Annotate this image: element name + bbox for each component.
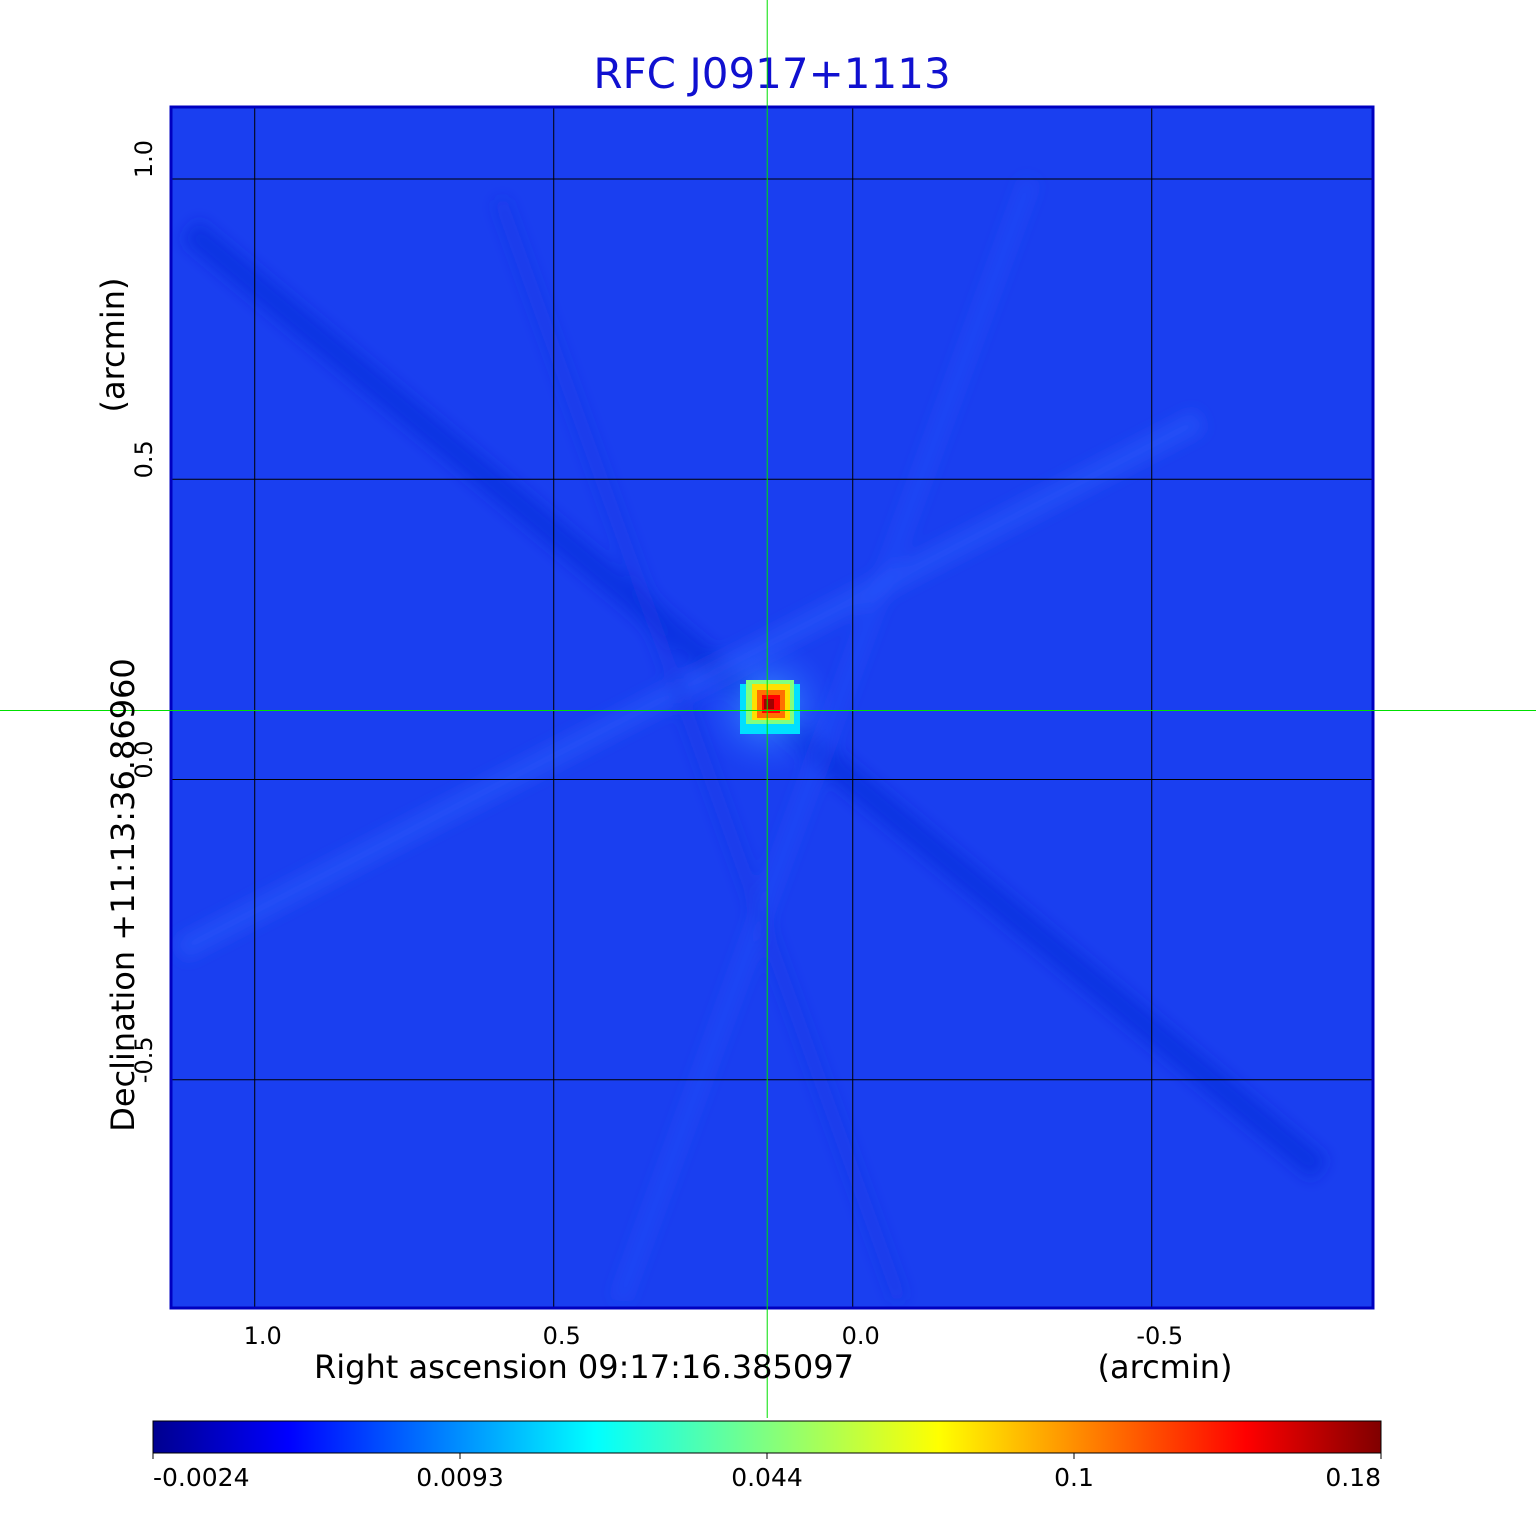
colorbar-ticks: -0.0024 0.0093 0.044 0.1 0.18 — [152, 1453, 1382, 1492]
colorbar-tick-label: 0.0093 — [416, 1463, 503, 1492]
y-tick-label: 1.0 — [130, 140, 158, 178]
x-tick-labels: 1.0 0.5 0.0 -0.5 — [244, 1322, 1184, 1350]
colorbar-gradient — [152, 1420, 1382, 1454]
grid-lines — [171, 107, 1373, 1308]
chart-title: RFC J0917+1113 — [593, 49, 950, 98]
y-axis-unit: (arcmin) — [94, 278, 132, 413]
x-tick-label: 0.0 — [842, 1322, 880, 1350]
colorbar-tick-label: 0.044 — [731, 1463, 803, 1492]
y-tick-label: -0.5 — [130, 1036, 158, 1083]
y-tick-label: 0.5 — [130, 440, 158, 478]
x-tick-label: 0.5 — [543, 1322, 581, 1350]
y-tick-labels: 1.0 0.5 0.0 -0.5 — [130, 140, 158, 1083]
x-axis-unit: (arcmin) — [1098, 1348, 1233, 1386]
plot-area — [169, 105, 1375, 1310]
colorbar-tick-label: 0.18 — [1325, 1463, 1381, 1492]
colorbar: -0.0024 0.0093 0.044 0.1 0.18 — [152, 1420, 1382, 1492]
radio-source — [698, 637, 838, 777]
crosshair — [0, 0, 1536, 1418]
x-tick-label: 1.0 — [244, 1322, 282, 1350]
x-axis-label: Right ascension 09:17:16.385097 — [314, 1348, 854, 1386]
source-pixel — [764, 699, 774, 709]
plot-frame — [169, 105, 1375, 1310]
y-axis-label: Declination +11:13:36.86960 — [104, 658, 142, 1132]
x-tick-label: -0.5 — [1136, 1322, 1183, 1350]
y-tick-label: 0.0 — [130, 740, 158, 778]
colorbar-tick-label: -0.0024 — [153, 1463, 250, 1492]
colorbar-tick-label: 0.1 — [1054, 1463, 1094, 1492]
